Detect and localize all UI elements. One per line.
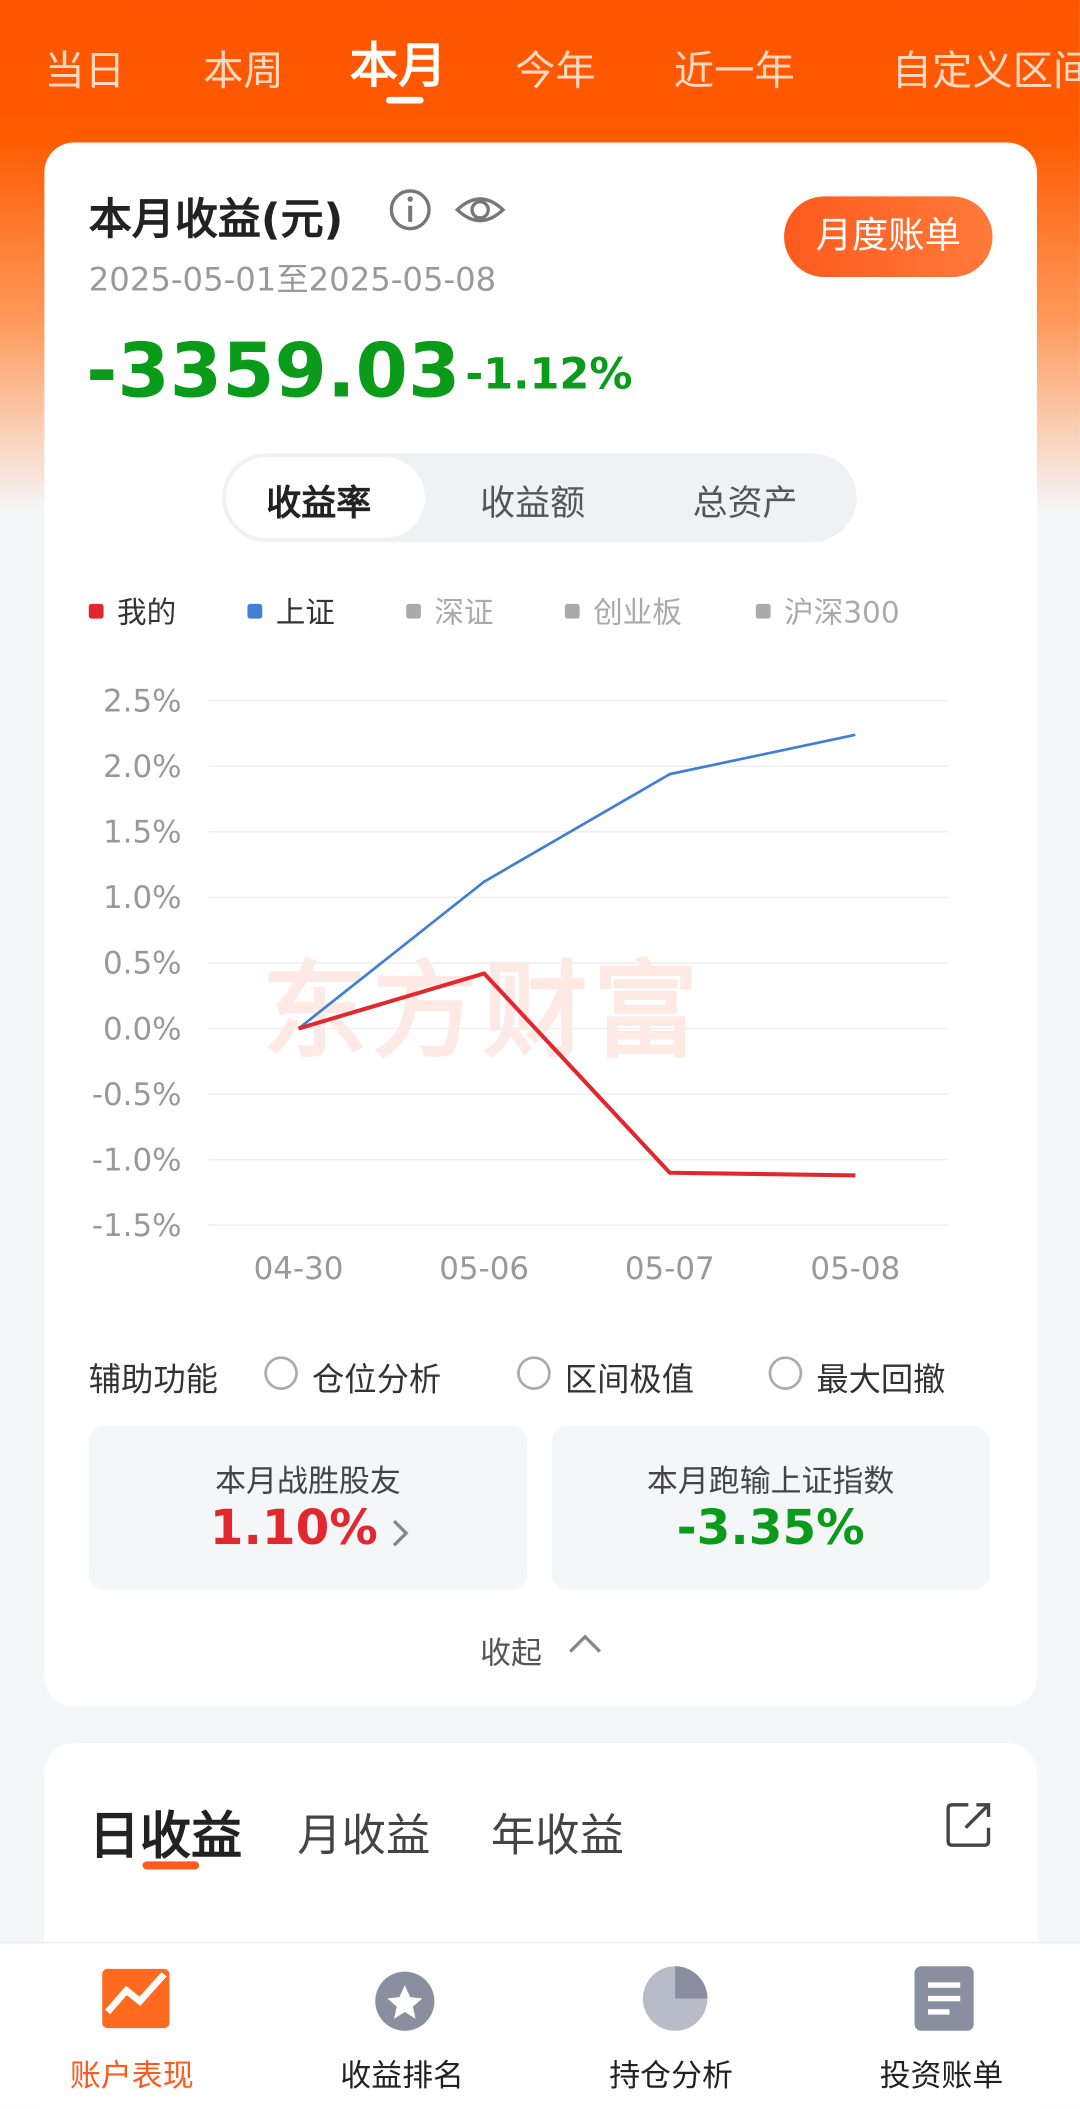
period-tab[interactable]: 当日 bbox=[44, 48, 126, 96]
chart: 我的 上证 深证 创业板 沪深300 -1.5% -1.0% -0.5% 0.0% 0.5% 1.0… bbox=[88, 596, 949, 1287]
y-tick-label: -0.5% bbox=[92, 1077, 182, 1113]
stat-value: 1.10% bbox=[209, 1500, 378, 1557]
y-tick-label: -1.5% bbox=[92, 1208, 182, 1244]
stat-card bbox=[551, 1425, 990, 1590]
series-line bbox=[297, 733, 856, 1030]
percent: -1.12% bbox=[465, 348, 633, 400]
bill-button[interactable]: 月度账单 bbox=[784, 196, 993, 278]
legend-label: 我的 bbox=[117, 596, 176, 630]
title-icons[interactable] bbox=[387, 186, 516, 234]
legend-swatch bbox=[406, 603, 421, 619]
summary-title: 本月收益(元) bbox=[88, 193, 344, 245]
legend-label: 深证 bbox=[434, 596, 493, 630]
legend-swatch bbox=[564, 603, 580, 619]
income-tab[interactable]: 年收益 bbox=[490, 1808, 625, 1862]
share-icon[interactable] bbox=[941, 1798, 995, 1852]
period-tab[interactable]: 本周 bbox=[203, 48, 284, 96]
aux-option[interactable]: 仓位分析 bbox=[312, 1361, 442, 1399]
income-tab[interactable]: 月收益 bbox=[297, 1808, 431, 1862]
aux-option[interactable]: 最大回撤 bbox=[816, 1361, 946, 1399]
period-tab-active[interactable]: 本月 bbox=[349, 39, 447, 95]
chevron bbox=[392, 1519, 409, 1547]
collapse[interactable]: 收起 bbox=[480, 1636, 542, 1672]
y-tick-label: 0.0% bbox=[103, 1011, 182, 1047]
legend-swatch bbox=[247, 603, 263, 619]
legend-label: 创业板 bbox=[593, 596, 682, 630]
period-tab[interactable]: 自定义区间 bbox=[891, 48, 1080, 96]
stat-value: -3.35% bbox=[676, 1500, 865, 1557]
period-tab[interactable]: 今年 bbox=[515, 48, 596, 96]
aux-option[interactable]: 区间极值 bbox=[564, 1361, 694, 1399]
series-line bbox=[297, 971, 856, 1178]
y-tick-label: 2.5% bbox=[103, 683, 182, 719]
watermark: 东方财富 bbox=[262, 952, 704, 1074]
segment[interactable]: 收益额 bbox=[480, 484, 586, 525]
nav-item[interactable]: 收益排名 bbox=[340, 2059, 464, 2095]
period-tab[interactable]: 近一年 bbox=[673, 48, 795, 96]
radio-icons[interactable] bbox=[262, 1353, 813, 1393]
stat-label: 本月跑输上证指数 bbox=[646, 1464, 895, 1500]
y-tick-label: 1.5% bbox=[103, 815, 182, 851]
stat-card[interactable] bbox=[88, 1425, 528, 1590]
y-tick-label: 0.5% bbox=[103, 946, 182, 982]
y-tick-label: -1.0% bbox=[92, 1142, 182, 1178]
stat-label: 本月战胜股友 bbox=[215, 1464, 401, 1500]
legend-label: 上证 bbox=[276, 596, 335, 630]
legend-swatch bbox=[88, 603, 104, 619]
aux-label: 辅助功能 bbox=[88, 1361, 218, 1399]
segment[interactable]: 收益率 bbox=[266, 484, 372, 525]
date-range: 2025-05-01至2025-05-08 bbox=[88, 260, 497, 299]
x-tick-label: 05-07 bbox=[625, 1251, 715, 1287]
legend-swatch bbox=[755, 603, 771, 619]
collapse-icon bbox=[569, 1634, 602, 1653]
y-tick-label: 2.0% bbox=[103, 749, 182, 785]
income-tab-indicator bbox=[142, 1861, 200, 1870]
segment-active bbox=[225, 457, 425, 538]
nav-item[interactable]: 持仓分析 bbox=[609, 2059, 733, 2095]
x-tick-label: 05-08 bbox=[810, 1251, 900, 1287]
x-tick-label: 04-30 bbox=[254, 1251, 344, 1287]
nav-item[interactable]: 投资账单 bbox=[879, 2059, 1004, 2095]
amount: -3359.03 bbox=[86, 328, 461, 416]
nav-item-active[interactable]: 账户表现 bbox=[69, 2059, 194, 2095]
segment[interactable]: 总资产 bbox=[692, 484, 798, 525]
tab-indicator bbox=[385, 96, 424, 104]
nav-icons bbox=[102, 1966, 974, 2031]
income-tab-active[interactable]: 日收益 bbox=[88, 1806, 243, 1866]
legend-label: 沪深300 bbox=[784, 596, 900, 630]
x-tick-label: 05-06 bbox=[439, 1251, 529, 1287]
y-tick-label: 1.0% bbox=[103, 880, 182, 916]
bottom-nav bbox=[0, 1942, 1080, 2109]
